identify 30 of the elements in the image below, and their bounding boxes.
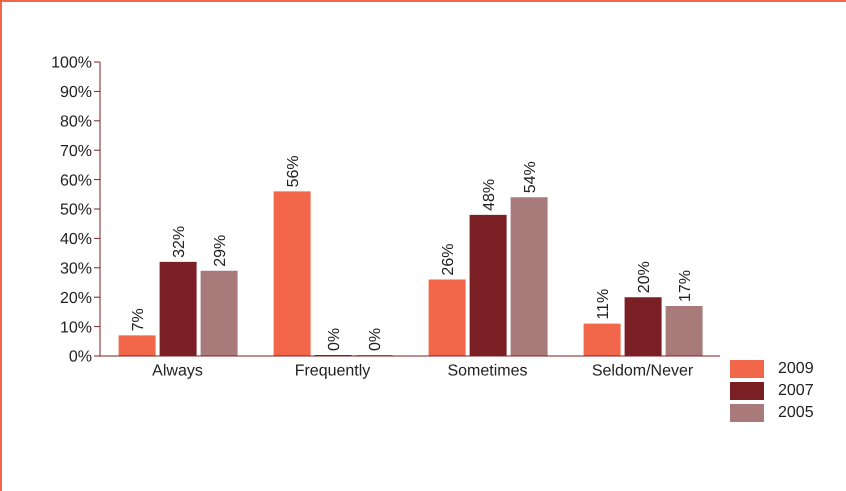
data-label: 20%: [636, 261, 654, 294]
y-tick-label: 0%: [68, 348, 92, 366]
data-label: 17%: [677, 270, 694, 302]
data-label: 7%: [130, 308, 148, 332]
legend-label: 2009: [778, 360, 814, 378]
y-tick-label: 10%: [60, 319, 92, 336]
data-label: 11%: [595, 288, 612, 320]
y-tick-label: 100%: [51, 54, 92, 72]
y-tick-label: 60%: [60, 172, 92, 190]
x-tick-label: Frequently: [294, 362, 370, 380]
data-label: 56%: [285, 155, 302, 188]
data-label: 0%: [326, 328, 344, 351]
y-tick-label: 40%: [60, 231, 92, 248]
x-tick-label: Seldom/Never: [592, 362, 694, 380]
legend-label: 2007: [778, 382, 814, 400]
y-tick-label: 70%: [60, 142, 92, 160]
data-label: 32%: [171, 226, 188, 258]
data-label: 0%: [367, 328, 384, 351]
y-tick-label: 80%: [60, 113, 92, 130]
y-tick-label: 50%: [60, 202, 92, 219]
data-label: 29%: [212, 234, 230, 267]
x-tick-label: Always: [152, 362, 203, 380]
legend-label: 2005: [778, 404, 814, 422]
y-tick-label: 30%: [60, 260, 92, 278]
y-tick-label: 90%: [60, 84, 92, 102]
data-label: 54%: [522, 161, 540, 194]
y-tick-label: 20%: [60, 290, 92, 307]
x-tick-label: Sometimes: [447, 362, 528, 380]
data-label: 26%: [440, 244, 458, 276]
data-label: 48%: [481, 178, 498, 211]
